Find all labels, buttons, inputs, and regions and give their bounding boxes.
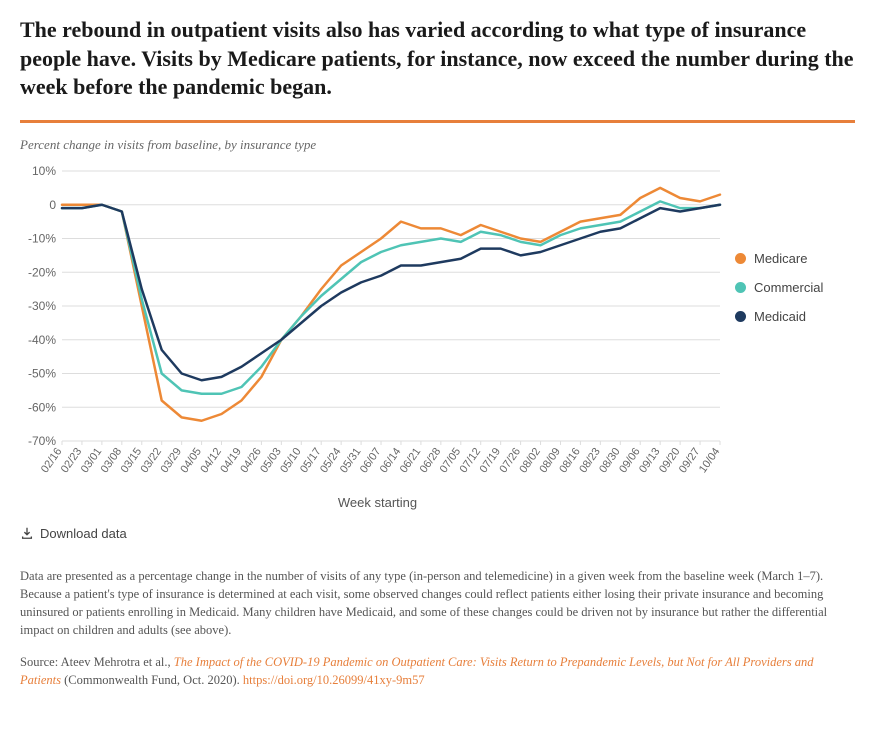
svg-text:-60%: -60% — [28, 400, 56, 414]
page-title: The rebound in outpatient visits also ha… — [20, 16, 855, 102]
footnote: Data are presented as a percentage chang… — [20, 567, 855, 640]
source-url[interactable]: https://doi.org/10.26099/41xy-9m57 — [243, 673, 425, 687]
plot-wrap: -70%-60%-50%-40%-30%-20%-10%010%02/1602/… — [20, 161, 735, 510]
source-prefix: Source: Ateev Mehrotra et al., — [20, 655, 174, 669]
legend-item: Commercial — [735, 280, 855, 295]
legend-swatch — [735, 282, 746, 293]
download-label: Download data — [40, 526, 127, 541]
svg-text:10%: 10% — [32, 164, 56, 178]
svg-text:-10%: -10% — [28, 231, 56, 245]
line-chart: -70%-60%-50%-40%-30%-20%-10%010%02/1602/… — [20, 161, 730, 491]
legend-label: Commercial — [754, 280, 823, 295]
download-data-button[interactable]: Download data — [20, 526, 855, 541]
svg-text:-40%: -40% — [28, 333, 56, 347]
legend-item: Medicaid — [735, 309, 855, 324]
legend-item: Medicare — [735, 251, 855, 266]
svg-text:0: 0 — [49, 198, 56, 212]
source-suffix: (Commonwealth Fund, Oct. 2020). — [61, 673, 243, 687]
accent-rule — [20, 120, 855, 123]
legend-label: Medicare — [754, 251, 807, 266]
xaxis-title: Week starting — [20, 495, 735, 510]
series-line — [62, 188, 720, 421]
legend-label: Medicaid — [754, 309, 806, 324]
svg-text:-70%: -70% — [28, 434, 56, 448]
legend-swatch — [735, 253, 746, 264]
legend-swatch — [735, 311, 746, 322]
svg-text:-50%: -50% — [28, 366, 56, 380]
svg-text:-20%: -20% — [28, 265, 56, 279]
svg-text:-30%: -30% — [28, 299, 56, 313]
svg-text:10/04: 10/04 — [697, 446, 723, 475]
chart-subtitle: Percent change in visits from baseline, … — [20, 137, 855, 153]
download-icon — [20, 526, 34, 540]
source-line: Source: Ateev Mehrotra et al., The Impac… — [20, 653, 855, 689]
chart-area: -70%-60%-50%-40%-30%-20%-10%010%02/1602/… — [20, 161, 855, 510]
legend: Medicare Commercial Medicaid — [735, 161, 855, 338]
